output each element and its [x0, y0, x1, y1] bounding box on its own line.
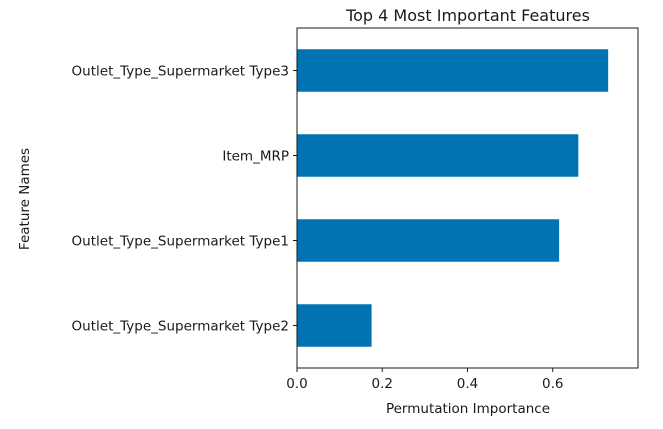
chart-title: Top 4 Most Important Features [345, 6, 590, 25]
bar-4 [297, 304, 372, 347]
y-tick-label: Outlet_Type_Supermarket Type3 [72, 64, 289, 80]
y-tick-label: Outlet_Type_Supermarket Type2 [72, 319, 289, 335]
bar-1 [297, 49, 609, 92]
y-axis-label: Feature Names [17, 148, 33, 250]
bar-2 [297, 134, 579, 177]
bar-3 [297, 219, 560, 262]
y-tick-label: Item_MRP [222, 149, 289, 165]
x-tick-label: 0.0 [286, 376, 307, 392]
x-tick-label: 0.4 [457, 376, 478, 392]
x-tick-label: 0.6 [542, 376, 563, 392]
x-axis-label: Permutation Importance [386, 401, 550, 417]
plot-frame [296, 27, 639, 369]
x-tick-label: 0.2 [372, 376, 393, 392]
y-tick-label: Outlet_Type_Supermarket Type1 [72, 234, 289, 250]
